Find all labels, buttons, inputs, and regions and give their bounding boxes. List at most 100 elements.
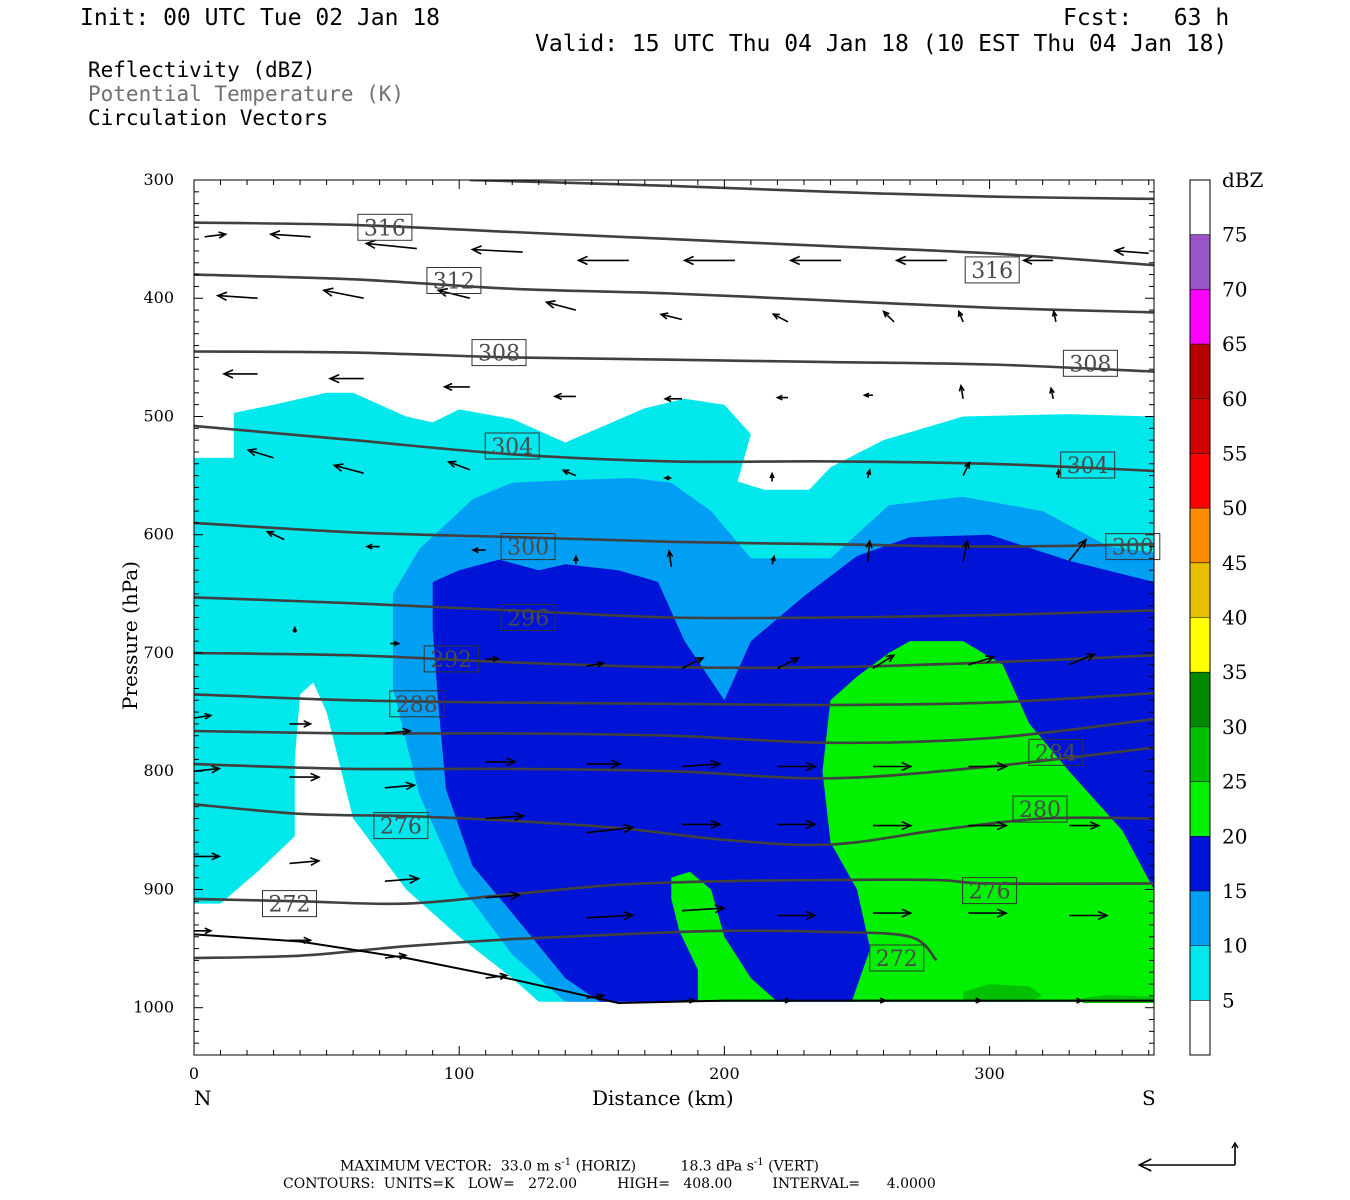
theta-contour-272 xyxy=(194,929,938,962)
colorbar-swatch xyxy=(1190,344,1210,399)
svg-text:300: 300 xyxy=(1112,536,1154,561)
colorbar-swatch xyxy=(1190,289,1210,345)
theta-label-308: 308 xyxy=(471,339,527,367)
circulation-vector xyxy=(246,448,274,459)
circulation-vector xyxy=(682,819,722,830)
theta-label-284: 284 xyxy=(1028,738,1084,766)
circulation-vector xyxy=(289,857,321,866)
circulation-vectors xyxy=(194,229,1149,1004)
theta-label-300: 300 xyxy=(500,533,556,561)
circulation-vector xyxy=(289,720,313,728)
colorbar-label: 35 xyxy=(1222,660,1247,684)
circulation-vector xyxy=(666,549,674,567)
circulation-vector xyxy=(485,891,522,901)
circulation-vector xyxy=(663,475,672,481)
svg-text:316: 316 xyxy=(364,216,406,241)
theta-contour-320 xyxy=(194,221,1154,267)
y-tick-label: 1000 xyxy=(133,998,174,1017)
svg-text:276: 276 xyxy=(969,880,1011,905)
circulation-vector xyxy=(872,761,913,772)
variable-circulation-vectors: Circulation Vectors xyxy=(88,106,329,130)
theta-label-296: 296 xyxy=(500,604,556,632)
circulation-vector xyxy=(321,287,364,299)
theta-label-304: 304 xyxy=(1060,451,1116,479)
circulation-vector xyxy=(882,310,895,323)
colorbar-swatch xyxy=(1190,672,1210,727)
theta-label-292: 292 xyxy=(423,645,479,673)
colorbar-swatch xyxy=(1190,781,1210,837)
reflectivity-region-3 xyxy=(822,641,1154,1002)
theta-label-312: 312 xyxy=(426,267,482,295)
svg-text:288: 288 xyxy=(396,693,438,718)
circulation-vector xyxy=(586,660,606,668)
y-tick-label: 700 xyxy=(143,643,174,662)
circulation-vector xyxy=(573,554,579,565)
contours-info-line: CONTOURS: UNITS=K LOW= 272.00 HIGH= 408.… xyxy=(283,1176,936,1192)
init-time: Init: 00 UTC Tue 02 Jan 18 xyxy=(80,5,441,31)
circulation-vector xyxy=(958,383,965,399)
variable-reflectivity: Reflectivity (dBZ) xyxy=(88,58,316,82)
circulation-vector xyxy=(561,469,577,477)
circulation-vector xyxy=(194,712,213,720)
y-tick-label: 500 xyxy=(143,406,174,425)
theta-label-272: 272 xyxy=(262,890,317,918)
ref-vector-vertical-head xyxy=(1231,1141,1239,1149)
circulation-vector xyxy=(968,820,1009,831)
circulation-vector xyxy=(1069,997,1084,1004)
theta-contour-300 xyxy=(194,596,1154,620)
colorbar-label: 70 xyxy=(1222,277,1247,301)
circulation-vector xyxy=(485,811,526,822)
svg-text:304: 304 xyxy=(491,435,533,460)
theta-contour-labels: 316 316 312 308 308 304 304 300 300 296 292 288 284 2… xyxy=(262,213,1161,972)
svg-text:300: 300 xyxy=(507,536,549,561)
y-tick-label: 900 xyxy=(143,879,174,898)
circulation-vector xyxy=(1113,246,1149,257)
circulation-vector xyxy=(968,908,1009,918)
circulation-vector xyxy=(659,312,683,321)
y-tick-label: 400 xyxy=(143,288,174,307)
x-left-end-label: N xyxy=(194,1086,212,1110)
circulation-vector xyxy=(957,309,964,323)
svg-text:304: 304 xyxy=(1067,454,1109,479)
circulation-vector xyxy=(682,997,697,1004)
circulation-vector xyxy=(328,373,364,384)
circulation-vector xyxy=(1021,255,1054,265)
theta-label-288: 288 xyxy=(389,690,445,718)
colorbar-swatch xyxy=(1190,945,1210,1001)
circulation-vector xyxy=(586,759,623,769)
circulation-vector xyxy=(390,640,401,647)
x-tick-label: 100 xyxy=(444,1064,475,1083)
svg-text:272: 272 xyxy=(876,947,918,972)
svg-text:280: 280 xyxy=(1019,798,1061,823)
circulation-vector xyxy=(1051,309,1058,323)
colorbar-swatch xyxy=(1190,234,1210,290)
circulation-vector xyxy=(770,554,776,565)
circulation-vector xyxy=(865,539,873,562)
terrain-surface xyxy=(194,933,1154,1005)
reflectivity-region-5 xyxy=(963,984,1043,1002)
variable-potential-temperature: Potential Temperature (K) xyxy=(88,82,405,106)
circulation-vector xyxy=(384,727,413,736)
colorbar-swatch xyxy=(1190,726,1210,782)
colorbar-label: 20 xyxy=(1222,824,1247,848)
circulation-vector xyxy=(962,539,970,563)
circulation-vector xyxy=(586,823,635,834)
circulation-vector xyxy=(222,369,258,379)
circulation-vector xyxy=(681,759,722,770)
circulation-vector xyxy=(777,997,792,1004)
theta-label-300: 300 xyxy=(1105,533,1161,561)
circulation-vector xyxy=(544,300,577,311)
circulation-vector xyxy=(436,287,470,299)
circulation-vector xyxy=(775,394,788,401)
circulation-vector xyxy=(769,471,775,482)
circulation-vector xyxy=(292,625,298,633)
x-tick-label: 300 xyxy=(974,1064,1005,1083)
circulation-vector xyxy=(485,655,501,663)
svg-text:308: 308 xyxy=(1069,352,1111,377)
theta-contour-308 xyxy=(194,424,1154,473)
y-tick-label: 300 xyxy=(143,170,174,189)
colorbar-label: 60 xyxy=(1222,387,1247,411)
x-right-end-label: S xyxy=(1142,1086,1156,1110)
theta-contour-304 xyxy=(194,521,1154,548)
